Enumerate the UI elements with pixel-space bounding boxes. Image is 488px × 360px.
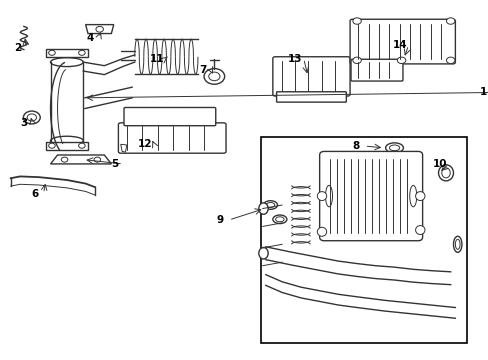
FancyBboxPatch shape <box>349 19 454 64</box>
Text: 11: 11 <box>149 54 163 64</box>
FancyBboxPatch shape <box>46 49 88 57</box>
Polygon shape <box>50 155 111 164</box>
Ellipse shape <box>415 226 424 234</box>
FancyBboxPatch shape <box>276 92 346 102</box>
Circle shape <box>27 114 37 121</box>
Ellipse shape <box>317 192 326 201</box>
Circle shape <box>79 143 85 148</box>
Circle shape <box>446 57 454 64</box>
FancyBboxPatch shape <box>46 142 88 150</box>
FancyBboxPatch shape <box>319 152 422 241</box>
Circle shape <box>203 68 224 84</box>
Ellipse shape <box>258 248 267 259</box>
Circle shape <box>49 143 55 148</box>
Text: 7: 7 <box>199 65 206 75</box>
FancyBboxPatch shape <box>124 108 215 126</box>
Text: 6: 6 <box>31 189 39 199</box>
Ellipse shape <box>317 227 326 236</box>
Ellipse shape <box>385 143 403 153</box>
Text: 8: 8 <box>352 141 359 151</box>
Ellipse shape <box>275 217 284 222</box>
Ellipse shape <box>415 192 424 201</box>
Circle shape <box>49 50 55 55</box>
Ellipse shape <box>452 236 461 252</box>
Circle shape <box>397 57 405 64</box>
Polygon shape <box>121 144 126 152</box>
Circle shape <box>352 18 361 24</box>
Ellipse shape <box>263 201 277 209</box>
Circle shape <box>23 111 40 124</box>
Text: 9: 9 <box>216 215 224 225</box>
Ellipse shape <box>272 215 286 224</box>
Text: 1: 1 <box>479 87 486 98</box>
Text: 4: 4 <box>86 33 94 43</box>
Circle shape <box>446 18 454 24</box>
Text: 10: 10 <box>432 159 447 169</box>
Ellipse shape <box>454 239 459 249</box>
Polygon shape <box>85 24 114 33</box>
FancyBboxPatch shape <box>272 57 349 96</box>
Circle shape <box>61 157 68 162</box>
Text: 14: 14 <box>392 40 407 50</box>
Ellipse shape <box>325 185 332 207</box>
FancyBboxPatch shape <box>350 59 402 81</box>
Ellipse shape <box>258 203 267 214</box>
Circle shape <box>94 157 101 162</box>
Text: 13: 13 <box>287 54 302 64</box>
Circle shape <box>208 72 220 81</box>
Ellipse shape <box>409 185 416 207</box>
Circle shape <box>352 57 361 64</box>
Text: 3: 3 <box>20 118 27 128</box>
Ellipse shape <box>438 165 452 181</box>
Circle shape <box>79 50 85 55</box>
Ellipse shape <box>266 203 274 207</box>
Text: 12: 12 <box>138 139 152 149</box>
Ellipse shape <box>441 168 449 178</box>
FancyBboxPatch shape <box>118 123 225 153</box>
Ellipse shape <box>388 145 399 151</box>
Text: 5: 5 <box>111 159 118 169</box>
Text: 2: 2 <box>14 43 21 53</box>
Circle shape <box>96 26 103 32</box>
